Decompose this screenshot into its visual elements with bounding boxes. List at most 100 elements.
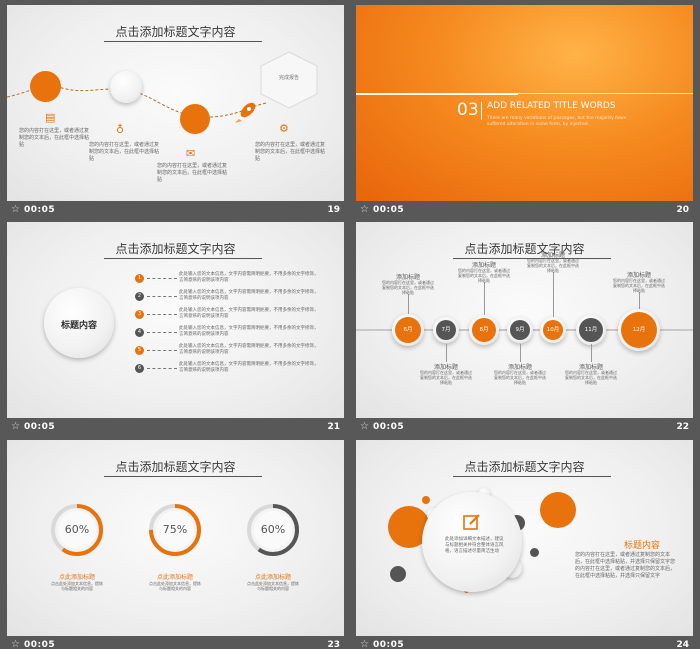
row-text: 此处输入您的文本信息，文字内容需简明扼要，不用多余的文字修饰，言简意赅的说明该项…	[179, 272, 319, 283]
gauge-text: 点击此处添加文本信息，提炼与标题相关的内容	[247, 581, 299, 591]
star-icon[interactable]: ☆	[360, 204, 369, 215]
transition-time: 00:05	[373, 640, 405, 649]
slide-footer: ☆ 00:05 21	[7, 418, 344, 438]
gauge-arc	[247, 504, 299, 556]
title-underline	[104, 41, 262, 42]
row-dashed-line	[147, 350, 177, 351]
connector-line	[446, 344, 447, 362]
connector-line	[639, 292, 640, 309]
step-text: 您的内容打在这里，或者通过复制您的文本后，在此框中选择粘贴	[157, 163, 228, 183]
item-text: 您的内容打在这里，或者通过复制您的文本后，在此框中选择粘贴	[382, 280, 434, 295]
month-node: 10月	[543, 320, 563, 340]
item-text: 您的内容打在这里，或者通过复制您的文本后，在此框中选择粘贴	[565, 370, 617, 385]
row-dashed-line	[147, 332, 177, 333]
slide-title: 点击添加标题文字内容	[115, 242, 236, 256]
step-text: 您的内容打在这里，或者通过复制您的文本后，在此框中选择粘贴	[19, 128, 90, 148]
gauge-value: 60%	[64, 523, 90, 536]
hexagon-badge	[260, 51, 318, 109]
center-circle	[44, 288, 114, 358]
hex-label: 完成报告	[278, 75, 299, 81]
gauge-arc	[149, 504, 201, 556]
month-node: 7月	[436, 320, 456, 340]
gauge-ring	[51, 504, 103, 556]
item-title: 添加标题	[540, 252, 565, 259]
gauge-ring	[247, 504, 299, 556]
month-node: 6月	[395, 317, 421, 343]
center-text: 此处添加详细文本描述，建议与标题相关并符合整体语言风格，语言描述尽量简洁生动	[445, 537, 504, 554]
slide-canvas: 点击添加标题文字内容 6月 添加标题 您的内容打在这里，或者通过复制您的文本后，在此…	[356, 222, 693, 418]
gauge-arc	[51, 504, 103, 556]
section-subtext: There are many variations of passages, b…	[487, 116, 627, 127]
gear-icon: ⚙	[279, 122, 289, 135]
slide-title: 点击添加标题文字内容	[115, 25, 236, 39]
item-title: 添加标题	[578, 364, 603, 371]
orange-bubble	[422, 496, 430, 504]
white-rule-left	[356, 93, 518, 95]
slide-title: 点击添加标题文字内容	[464, 242, 585, 256]
row-number-dot: 3	[135, 310, 144, 319]
title-underline	[104, 258, 262, 259]
transition-time: 00:05	[373, 205, 405, 215]
dark-bubble	[530, 548, 539, 557]
document-icon: ▤	[45, 111, 56, 124]
connector-line	[553, 272, 554, 317]
gauge-text: 点击此处添加文本信息，提炼与标题相关的内容	[51, 581, 103, 591]
month-node: 12月	[621, 312, 657, 348]
slide-canvas: 03 ADD RELATED TITLE WORDS There are man…	[356, 5, 693, 201]
slide-footer: ☆ 00:05 24	[356, 636, 693, 649]
transition-time: 00:05	[24, 422, 56, 432]
slide-thumb-19[interactable]: 点击添加标题文字内容 完成报告 ▤ ♁ ✉ ⚙ 您的内容打在这里，或者通过复制您…	[7, 5, 344, 221]
slide-number: 24	[676, 640, 689, 649]
rocket-icon	[235, 102, 256, 123]
slide-thumb-21[interactable]: 点击添加标题文字内容 标题内容 1 此处输入您的文本信息，文字内容需简明扼要，不用…	[7, 222, 344, 438]
row-dashed-line	[147, 314, 177, 315]
title-underline	[453, 258, 611, 259]
white-rule-right	[518, 93, 693, 94]
center-label: 标题内容	[60, 321, 97, 331]
gauge-title: 点此添加标题	[156, 574, 193, 581]
dark-bubble	[390, 566, 406, 582]
row-number-dot: 6	[135, 364, 144, 373]
row-dashed-line	[147, 368, 177, 369]
item-title: 添加标题	[626, 272, 651, 279]
slide-number: 22	[676, 422, 689, 432]
item-title: 添加标题	[395, 274, 420, 281]
step-text: 您的内容打在这里，或者通过复制您的文本后，在此框中选择粘贴	[89, 142, 160, 162]
side-title: 标题内容	[624, 541, 661, 551]
orange-circle	[30, 71, 61, 102]
star-icon[interactable]: ☆	[360, 639, 369, 649]
slide-title: 点击添加标题文字内容	[464, 460, 585, 474]
side-text: 您的内容打在这里，或者通过复制您的文本后，在此框中选择粘贴，并选择只保留文字您的…	[575, 552, 676, 579]
star-icon[interactable]: ☆	[11, 639, 20, 649]
slide-footer: ☆ 00:05 22	[356, 418, 693, 438]
connector-line	[484, 282, 485, 315]
row-number-dot: 2	[135, 292, 144, 301]
star-icon[interactable]: ☆	[11, 204, 20, 215]
slide-number: 21	[327, 422, 340, 432]
item-text: 您的内容打在这里，或者通过复制您的文本后，在此框中选择粘贴	[420, 370, 472, 385]
section-divider	[481, 102, 482, 120]
item-text: 您的内容打在这里，或者通过复制您的文本后，在此框中选择粘贴	[494, 370, 546, 385]
item-text: 您的内容打在这里，或者通过复制您的文本后，在此框中选择粘贴	[613, 278, 665, 293]
month-node: 8月	[472, 318, 496, 342]
connector-line	[520, 344, 521, 362]
transition-time: 00:05	[24, 640, 56, 649]
lightbulb-icon: ♁	[116, 123, 125, 136]
white-circle	[110, 71, 142, 103]
row-text: 此处输入您的文本信息，文字内容需简明扼要，不用多余的文字修饰，言简意赅的说明该项…	[179, 326, 319, 337]
inbox-icon: ✉	[186, 147, 196, 160]
item-title: 添加标题	[471, 262, 496, 269]
step-text: 您的内容打在这里，或者通过复制您的文本后，在此框中选择粘贴	[255, 142, 326, 162]
row-dashed-line	[147, 296, 177, 297]
slide-thumb-20[interactable]: 03 ADD RELATED TITLE WORDS There are man…	[356, 5, 693, 221]
month-node: 11月	[579, 318, 603, 342]
connector-line	[591, 344, 592, 362]
slide-footer: ☆ 00:05 20	[356, 201, 693, 221]
orange-bubble	[540, 492, 576, 528]
row-text: 此处输入您的文本信息，文字内容需简明扼要，不用多余的文字修饰，言简意赅的说明该项…	[179, 344, 319, 355]
star-icon[interactable]: ☆	[360, 421, 369, 432]
slide-thumb-23[interactable]: 点击添加标题文字内容 60% 点此添加标题 点击此处添加文本信息，提炼与标题相关的内…	[7, 440, 344, 649]
slide-thumb-24[interactable]: 点击添加标题文字内容 此处添加详细文本描述，建议与标题相关并符合整体语言风格，语…	[356, 440, 693, 649]
slide-thumb-22[interactable]: 点击添加标题文字内容 6月 添加标题 您的内容打在这里，或者通过复制您的文本后，在此…	[356, 222, 693, 438]
star-icon[interactable]: ☆	[11, 421, 20, 432]
